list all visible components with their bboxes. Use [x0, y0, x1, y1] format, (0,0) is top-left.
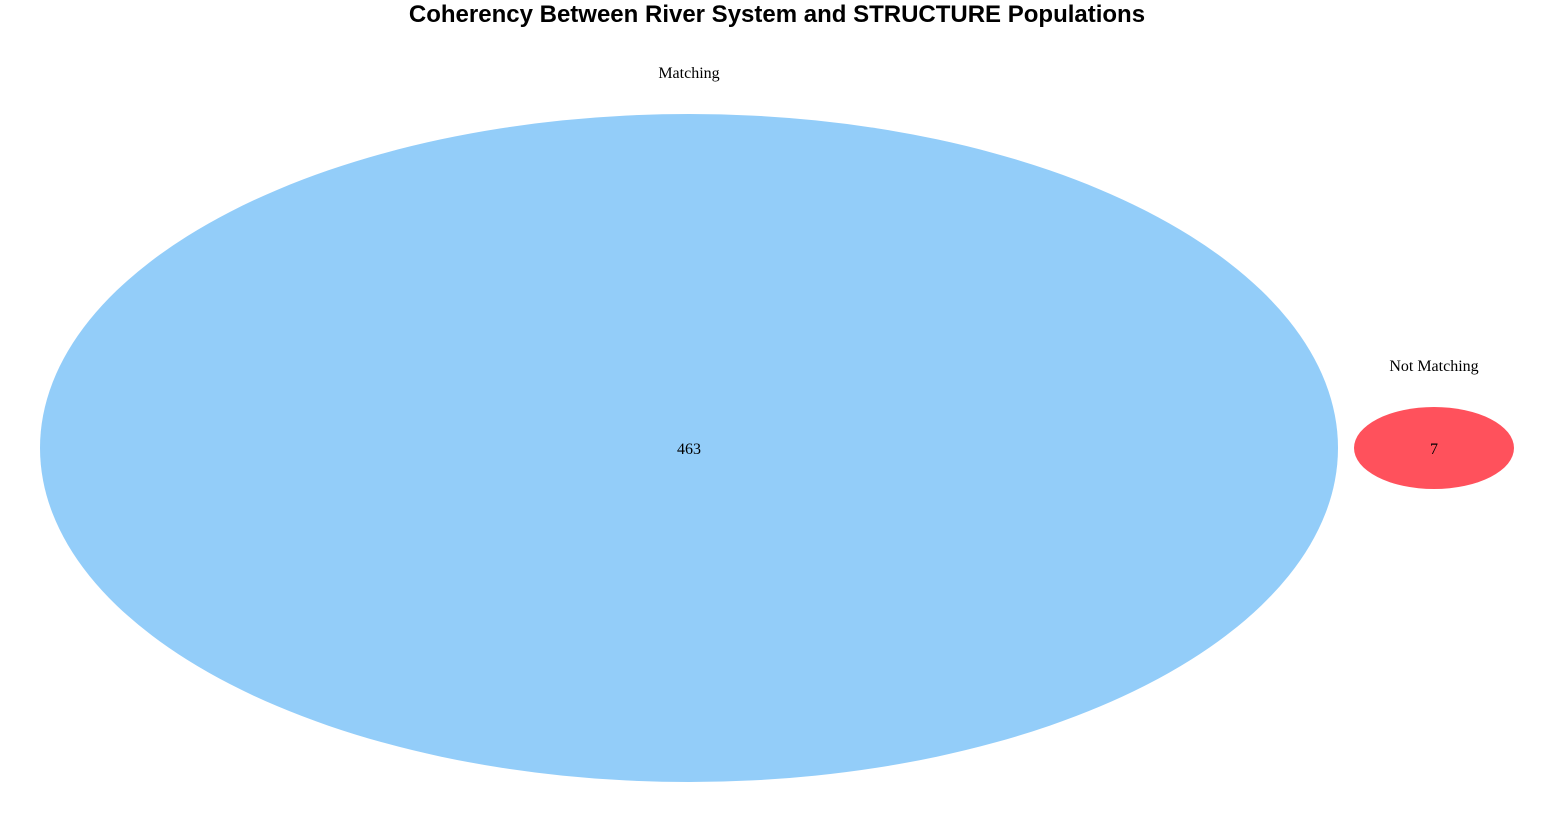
diagram-title: Coherency Between River System and STRUC… — [409, 1, 1145, 28]
matching-ellipse — [40, 114, 1338, 782]
set-not-matching: Not Matching 7 — [1354, 358, 1514, 489]
not-matching-label: Not Matching — [1389, 358, 1478, 375]
not-matching-count: 7 — [1430, 441, 1438, 458]
set-matching: Matching 463 — [40, 65, 1338, 782]
matching-count: 463 — [677, 441, 701, 458]
not-matching-ellipse — [1354, 407, 1514, 489]
matching-label: Matching — [658, 65, 719, 82]
